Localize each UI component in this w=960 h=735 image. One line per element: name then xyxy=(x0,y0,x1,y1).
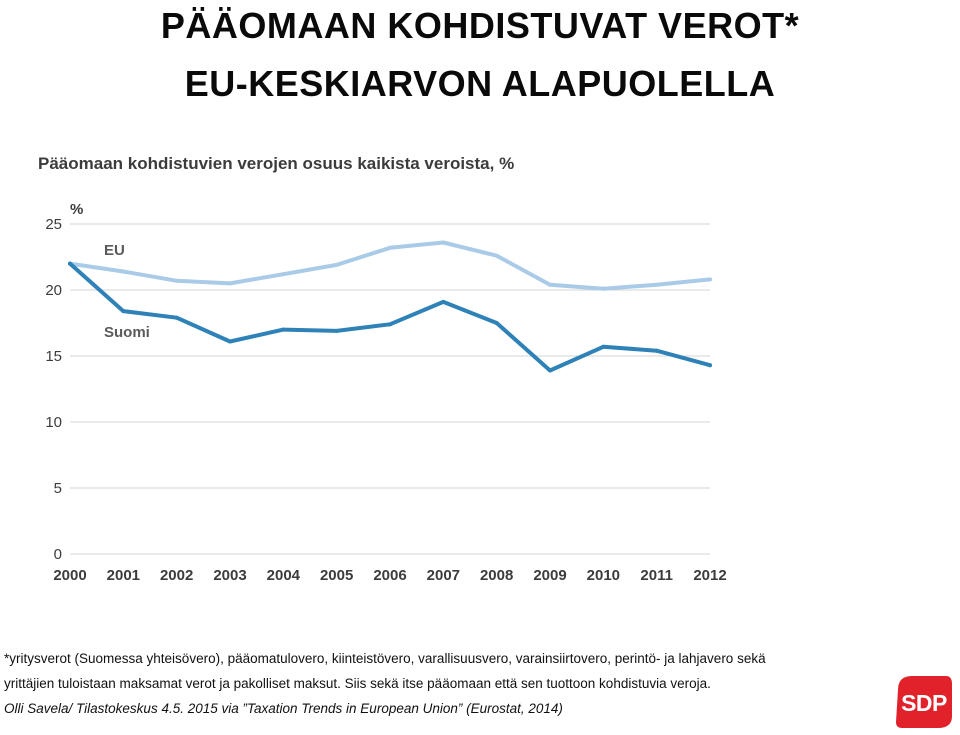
x-tick-label: 2002 xyxy=(160,567,193,584)
y-tick-label: 25 xyxy=(45,216,62,233)
x-tick-label: 2008 xyxy=(480,567,513,584)
x-tick-label: 2010 xyxy=(587,567,620,584)
data-point xyxy=(654,282,659,287)
data-point xyxy=(388,322,392,327)
x-tick-label: 2000 xyxy=(53,567,86,584)
x-tick-label: 2005 xyxy=(320,567,353,584)
series-label-suomi: Suomi xyxy=(104,324,150,341)
y-tick-label: 5 xyxy=(54,480,62,497)
headline-line-1: PÄÄOMAAN KOHDISTUVAT VEROT* xyxy=(160,5,800,46)
footnote-line-1: *yritysverot (Suomessa yhteisövero), pää… xyxy=(4,651,766,666)
x-tick-labels: 2000 2001 2002 2003 2004 2005 2006 2007 2008 2009… xyxy=(53,567,726,584)
x-tick-label: 2012 xyxy=(693,567,726,584)
data-point xyxy=(654,348,659,353)
data-point xyxy=(494,253,499,258)
x-tick-label: 2003 xyxy=(213,567,246,584)
data-point xyxy=(121,269,126,274)
data-point xyxy=(334,262,339,267)
data-point xyxy=(708,277,712,282)
data-point xyxy=(68,261,72,266)
series-layer xyxy=(68,240,712,373)
data-point xyxy=(174,315,179,320)
data-point xyxy=(441,299,446,304)
data-point xyxy=(601,286,606,291)
data-point xyxy=(334,328,339,333)
y-tick-label: 15 xyxy=(45,348,62,365)
data-point xyxy=(388,245,392,250)
data-point xyxy=(281,272,286,277)
data-point xyxy=(174,278,179,283)
data-point xyxy=(441,240,446,245)
sdp-logo: SDP xyxy=(894,672,954,730)
x-tick-label: 2006 xyxy=(373,567,406,584)
grid-layer xyxy=(70,223,710,555)
data-point xyxy=(548,282,552,287)
headline-line-2: EU-KESKIARVON ALAPUOLELLA xyxy=(184,63,776,104)
data-point xyxy=(494,321,499,325)
series-label-eu: EU xyxy=(104,242,125,259)
data-point xyxy=(228,281,232,286)
footnote-line-2: yrittäjien tuloistaan maksamat verot ja … xyxy=(4,676,711,691)
data-point xyxy=(601,344,606,349)
x-tick-label: 2001 xyxy=(107,567,140,584)
y-tick-label: 20 xyxy=(45,282,62,299)
data-point xyxy=(708,363,712,368)
source-credit: Olli Savela/ Tilastokeskus 4.5. 2015 via… xyxy=(4,701,563,716)
y-tick-label: 10 xyxy=(45,414,62,431)
y-tick-label: 0 xyxy=(54,546,62,563)
logo-text: SDP xyxy=(901,690,947,716)
data-point xyxy=(121,309,126,314)
x-tick-label: 2007 xyxy=(427,567,460,584)
rose-logo-icon xyxy=(896,676,952,728)
x-tick-label: 2004 xyxy=(267,567,301,584)
y-tick-labels: 0 5 10 15 20 25 xyxy=(45,216,62,563)
data-point xyxy=(228,339,232,344)
y-unit-label: % xyxy=(70,201,83,218)
x-tick-label: 2011 xyxy=(640,567,673,584)
data-point xyxy=(281,327,286,332)
chart-title: Pääomaan kohdistuvien verojen osuus kaik… xyxy=(38,154,515,173)
data-point xyxy=(548,368,552,373)
x-tick-label: 2009 xyxy=(533,567,566,584)
